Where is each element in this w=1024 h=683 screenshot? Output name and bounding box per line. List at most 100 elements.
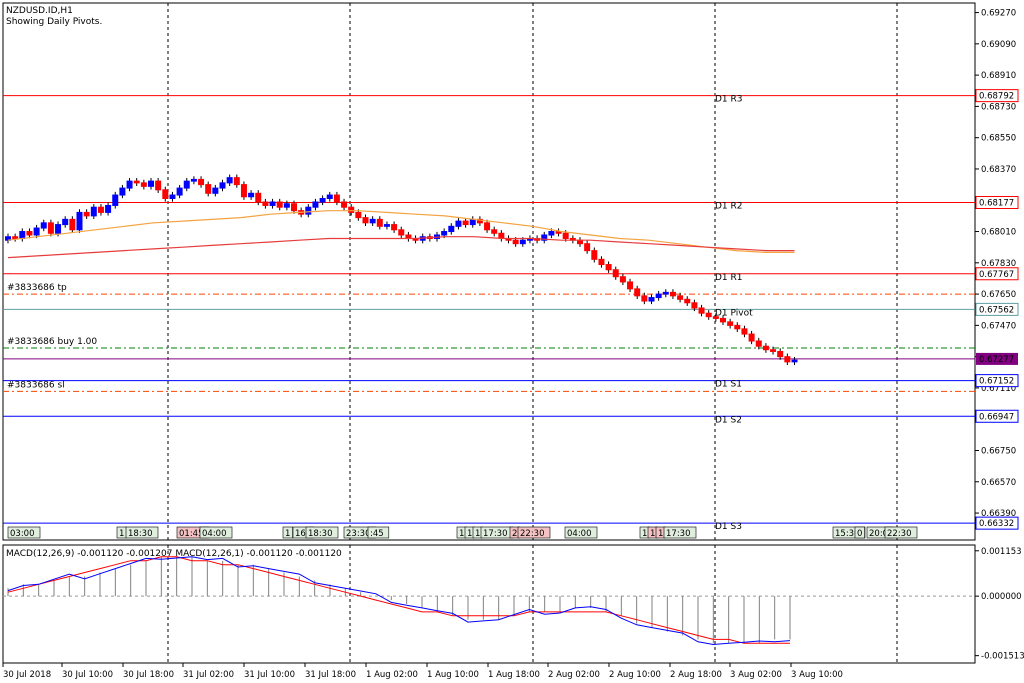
- candle: [648, 297, 655, 302]
- candle: [169, 194, 176, 200]
- candle: [269, 201, 276, 206]
- candle: [362, 217, 369, 224]
- candle: [97, 206, 104, 213]
- macd-main-line: [7, 556, 791, 646]
- price-tick-label: 0.68730: [981, 102, 1016, 112]
- candle: [476, 218, 483, 224]
- candle: [319, 198, 326, 203]
- session-label: 17:30: [666, 529, 691, 539]
- candle: [76, 211, 83, 231]
- price-tick-label: 0.69270: [981, 9, 1016, 19]
- current-price-label: 0.67277: [979, 355, 1014, 365]
- candle: [5, 236, 11, 241]
- candle: [55, 224, 62, 234]
- session-box: [517, 526, 551, 539]
- candle: [326, 194, 333, 200]
- candle: [641, 295, 648, 302]
- candle: [491, 229, 498, 234]
- candle: [391, 224, 398, 231]
- candle: [720, 317, 726, 323]
- session-label: 17:30: [483, 529, 508, 539]
- candle: [162, 189, 169, 200]
- session-box: [663, 526, 697, 539]
- candle: [662, 291, 669, 295]
- candle: [112, 194, 119, 206]
- candle: [612, 269, 619, 278]
- chart-symbol: NZDUSD.ID,H1: [6, 6, 73, 16]
- session-label: 0: [857, 529, 862, 539]
- candle: [69, 218, 76, 231]
- session-label: 03:00: [10, 529, 35, 539]
- candle: [126, 180, 133, 189]
- candle: [183, 180, 190, 189]
- candle: [562, 232, 569, 239]
- price-tick-label: 0.66750: [981, 447, 1016, 457]
- candle: [784, 356, 791, 363]
- pivot-price-label: 0.67152: [979, 377, 1014, 387]
- price-tick-label: 0.66570: [981, 478, 1016, 488]
- candle: [62, 218, 69, 226]
- session-box: [367, 526, 390, 539]
- candle: [233, 177, 240, 186]
- candle: [448, 225, 455, 233]
- pivot-price-box: [975, 196, 1019, 210]
- session-box: [832, 526, 866, 539]
- candle: [770, 349, 777, 352]
- pivot-name: D1 R2: [715, 202, 743, 212]
- candle: [727, 321, 734, 326]
- price-tick-label: 0.67650: [981, 290, 1016, 300]
- pivot-name: D1 S2: [715, 415, 742, 425]
- pivot-price-label: 0.67767: [979, 270, 1014, 280]
- pivot-price-label: 0.67562: [979, 305, 1014, 315]
- pivot-name: D1 R1: [715, 273, 743, 283]
- session-box: [282, 526, 293, 539]
- time-tick-label: 3 Aug 02:00: [730, 670, 782, 680]
- candle: [369, 218, 376, 224]
- macd-pane: [2, 544, 976, 664]
- session-box: [305, 526, 339, 539]
- time-tick-label: 1 Aug 10:00: [427, 670, 479, 680]
- candle: [155, 180, 162, 191]
- session-box: [884, 526, 918, 539]
- candle: [148, 180, 154, 187]
- candle: [734, 324, 741, 330]
- current-price-box: [976, 352, 1018, 365]
- candle: [777, 350, 784, 358]
- candle: [548, 231, 555, 236]
- macd-tick-label: 0.001153: [981, 547, 1022, 557]
- candle: [133, 180, 140, 184]
- candle: [190, 178, 197, 182]
- session-label: 22:30: [520, 529, 545, 539]
- session-label: 22:30: [887, 529, 912, 539]
- ma-slow-line: [7, 236, 795, 259]
- candle: [512, 239, 519, 245]
- candle: [305, 206, 312, 215]
- candle: [591, 250, 598, 260]
- candle: [248, 192, 255, 198]
- session-box: [125, 526, 159, 539]
- time-tick-label: 30 Jul 2018: [3, 670, 51, 680]
- candle: [262, 201, 269, 206]
- time-tick-label: 31 Jul 10:00: [244, 670, 295, 680]
- ma-fast-line: [7, 210, 795, 253]
- session-label: 16:: [295, 529, 309, 539]
- pivot-price-label: 0.68177: [979, 199, 1014, 209]
- pivot-price-box: [975, 267, 1019, 281]
- session-label: 1: [650, 529, 655, 539]
- pivot-name: D1 R3: [715, 95, 743, 105]
- price-tick-label: 0.67830: [981, 259, 1016, 269]
- order-label: #3833686 buy 1.00: [7, 337, 97, 347]
- time-tick-label: 2 Aug 18:00: [670, 670, 722, 680]
- candle: [105, 204, 112, 213]
- pivot-price-label: 0.66947: [979, 412, 1014, 422]
- session-label: 04:00: [567, 529, 592, 539]
- time-tick-label: 31 Jul 18:00: [305, 670, 356, 680]
- time-tick-label: 2 Aug 10:00: [609, 670, 661, 680]
- candle: [176, 187, 183, 196]
- candle: [348, 206, 355, 213]
- candle: [333, 194, 340, 203]
- price-tick-label: 0.67470: [981, 321, 1016, 331]
- session-label: 2: [512, 529, 517, 539]
- price-pane: [2, 2, 976, 541]
